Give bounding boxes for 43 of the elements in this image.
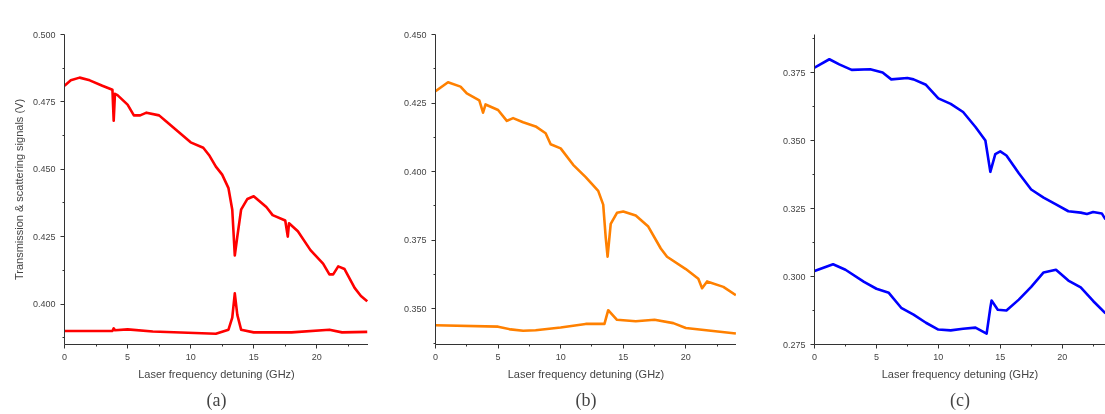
- line-series: [64, 291, 368, 336]
- y-tick-label: 0.400: [32, 299, 56, 310]
- x-tick-label: 10: [555, 351, 566, 362]
- x-tick-label: 5: [495, 351, 501, 362]
- x-axis-title: Laser frequency detuning (GHz): [881, 367, 1039, 380]
- x-tick-label: 20: [1057, 351, 1068, 362]
- x-tick-label: 15: [618, 351, 629, 362]
- y-tick-label: 0.450: [32, 164, 56, 175]
- line-series: [435, 80, 736, 297]
- y-tick-label: 0.450: [403, 29, 427, 40]
- y-tick-label: 0.275: [782, 339, 806, 350]
- y-tick-label: 0.425: [32, 231, 56, 242]
- line-series: [814, 57, 1105, 221]
- y-tick-label: 0.400: [403, 166, 427, 177]
- y-axis-title: Transmission & scattering signals (V): [12, 98, 25, 281]
- x-tick-label: 10: [933, 351, 944, 362]
- x-tick-label: 0: [62, 351, 68, 362]
- x-tick-label: 20: [311, 351, 322, 362]
- text: (c): [950, 389, 970, 411]
- line-series: [435, 308, 736, 335]
- x-tick-label: 0: [812, 351, 818, 362]
- y-tick-label: 0.300: [782, 271, 806, 282]
- x-tick-label: 15: [995, 351, 1006, 362]
- x-tick-label: 5: [873, 351, 879, 362]
- line-series: [814, 262, 1105, 335]
- x-tick-label: 5: [125, 351, 131, 362]
- x-tick-label: 10: [185, 351, 196, 362]
- y-tick-label: 0.375: [403, 235, 427, 246]
- x-axis-title: Laser frequency detuning (GHz): [138, 367, 295, 380]
- y-tick-label: 0.350: [782, 135, 806, 146]
- y-tick-label: 0.325: [782, 203, 806, 214]
- y-tick-label: 0.500: [32, 29, 56, 40]
- x-tick-label: 0: [433, 351, 439, 362]
- x-axis-title: Laser frequency detuning (GHz): [507, 367, 665, 380]
- x-tick-label: 20: [680, 351, 691, 362]
- y-tick-label: 0.425: [403, 98, 427, 109]
- text: (a): [206, 389, 227, 411]
- y-tick-label: 0.375: [782, 67, 806, 78]
- line-series: [64, 76, 368, 303]
- text: (b): [575, 389, 597, 411]
- x-tick-label: 15: [248, 351, 259, 362]
- y-tick-label: 0.475: [32, 96, 56, 107]
- y-tick-label: 0.350: [403, 303, 427, 314]
